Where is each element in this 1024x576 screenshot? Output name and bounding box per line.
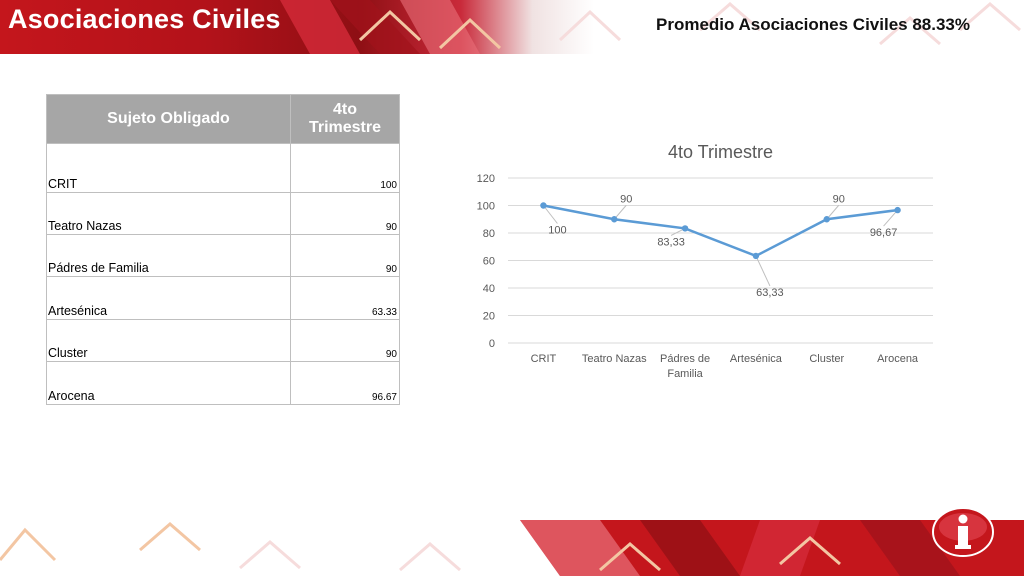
y-tick-label: 120	[477, 173, 495, 185]
row-name: Pádres de Familia	[46, 234, 291, 277]
data-point	[611, 216, 618, 223]
y-tick-label: 100	[477, 201, 495, 213]
header-banner: Asociaciones Civiles	[0, 0, 1024, 54]
data-label-leader	[755, 255, 771, 287]
series-line	[543, 204, 898, 258]
data-label: 63,33	[756, 287, 784, 299]
line-chart: 4to Trimestre 0 20 40 60 80 100 120 CRIT Teatro N…	[477, 142, 933, 380]
data-point	[681, 225, 689, 232]
data-label: 83,33	[657, 236, 685, 248]
x-tick-label: Cluster	[809, 353, 844, 365]
y-tick-label: 60	[483, 256, 495, 268]
data-label: 90	[620, 193, 632, 205]
data-label-leader	[883, 209, 898, 227]
info-logo-icon	[932, 507, 994, 557]
data-point	[540, 202, 547, 209]
table-row: Cluster 90	[46, 319, 400, 362]
table-row: Arocena 96.67	[46, 361, 400, 405]
data-point	[752, 252, 760, 260]
obligated-subjects-table: Sujeto Obligado 4to Trimestre CRIT 100 T…	[46, 94, 400, 405]
row-value: 90	[290, 192, 400, 235]
table-row: Artesénica 63.33	[46, 276, 400, 320]
y-tick-label: 40	[483, 283, 495, 295]
table-row: Pádres de Familia 90	[46, 234, 400, 277]
row-name: Teatro Nazas	[46, 192, 291, 235]
y-tick-label: 0	[489, 338, 495, 350]
footer-decoration	[0, 520, 1024, 576]
row-value: 96.67	[290, 361, 400, 405]
page-title: Asociaciones Civiles	[8, 4, 281, 34]
row-value: 90	[290, 234, 400, 277]
average-summary: Promedio Asociaciones Civiles 88.33%	[655, 15, 970, 34]
table-header-row: Sujeto Obligado 4to Trimestre	[46, 94, 400, 144]
x-tick-label: CRIT	[531, 353, 557, 365]
row-name: Cluster	[46, 319, 291, 362]
row-name: Arocena	[46, 361, 291, 405]
row-value: 100	[290, 143, 400, 193]
x-tick-label: Teatro Nazas	[582, 353, 647, 365]
row-name: CRIT	[46, 143, 291, 193]
column-header-subject: Sujeto Obligado	[46, 94, 291, 144]
data-point	[823, 216, 830, 223]
banner-decoration	[280, 0, 1021, 54]
data-label-leader	[543, 205, 558, 224]
data-label: 96,67	[870, 227, 898, 239]
x-tick-label: Artesénica	[730, 353, 783, 365]
row-value: 63.33	[290, 276, 400, 320]
table-row: Teatro Nazas 90	[46, 192, 400, 235]
table-row: CRIT 100	[46, 143, 400, 193]
data-label: 100	[548, 225, 566, 237]
y-tick-label: 80	[483, 228, 495, 240]
column-header-quarter: 4to Trimestre	[290, 94, 400, 144]
x-tick-label: Pádres de Familia	[660, 353, 710, 380]
row-value: 90	[290, 319, 400, 362]
data-label: 90	[833, 193, 845, 205]
chart-title: 4to Trimestre	[668, 142, 773, 162]
data-point	[894, 206, 901, 214]
row-name: Artesénica	[46, 276, 291, 320]
x-tick-label: Arocena	[877, 353, 919, 365]
y-tick-label: 20	[483, 311, 495, 323]
